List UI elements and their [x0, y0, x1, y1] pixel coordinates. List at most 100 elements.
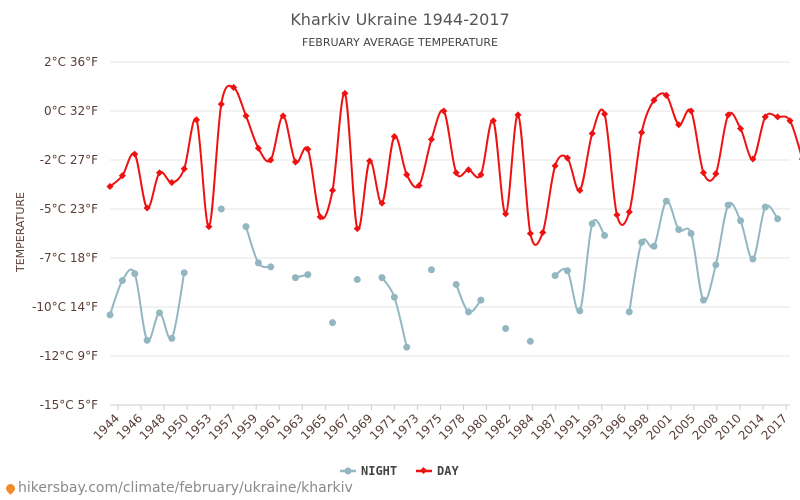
source-url[interactable]: hikersbay.com/climate/february/ukraine/k…	[18, 480, 353, 496]
night-point[interactable]	[155, 309, 163, 317]
day-point[interactable]	[576, 186, 584, 194]
day-point[interactable]	[304, 145, 312, 153]
night-point[interactable]	[601, 231, 609, 239]
day-point[interactable]	[650, 96, 658, 104]
day-point[interactable]	[588, 130, 596, 138]
night-point[interactable]	[254, 259, 262, 267]
day-point[interactable]	[427, 135, 435, 143]
night-point[interactable]	[761, 203, 769, 211]
day-point[interactable]	[465, 166, 473, 174]
night-point[interactable]	[465, 308, 473, 316]
day-point[interactable]	[749, 155, 757, 163]
day-point[interactable]	[601, 110, 609, 118]
night-point[interactable]	[180, 269, 188, 277]
night-point[interactable]	[143, 336, 151, 344]
day-point[interactable]	[267, 156, 275, 164]
night-point[interactable]	[576, 307, 584, 315]
day-point[interactable]	[390, 132, 398, 141]
night-point[interactable]	[551, 272, 559, 280]
day-point[interactable]	[193, 116, 201, 124]
night-point[interactable]	[452, 280, 460, 288]
night-point[interactable]	[502, 325, 510, 333]
day-point[interactable]	[502, 210, 510, 218]
day-point[interactable]	[440, 107, 448, 115]
night-point[interactable]	[625, 308, 633, 316]
day-point[interactable]	[761, 113, 769, 121]
day-point[interactable]	[230, 83, 238, 92]
night-point[interactable]	[737, 217, 745, 225]
night-point[interactable]	[650, 242, 658, 250]
day-point[interactable]	[514, 111, 522, 119]
night-point[interactable]	[168, 334, 176, 342]
day-point[interactable]	[551, 162, 559, 170]
day-point[interactable]	[131, 150, 139, 158]
night-point[interactable]	[712, 261, 720, 269]
day-point[interactable]	[675, 121, 683, 129]
night-point[interactable]	[403, 343, 411, 351]
day-point[interactable]	[106, 182, 114, 190]
night-point[interactable]	[291, 274, 299, 282]
day-point[interactable]	[205, 223, 213, 231]
day-point[interactable]	[180, 165, 188, 173]
day-point[interactable]	[625, 208, 633, 216]
day-point[interactable]	[415, 181, 423, 190]
night-point[interactable]	[106, 311, 114, 319]
day-point[interactable]	[279, 112, 287, 120]
day-point[interactable]	[143, 204, 151, 212]
legend[interactable]: NIGHT DAY	[340, 464, 459, 478]
day-point[interactable]	[378, 199, 386, 207]
day-point[interactable]	[563, 154, 571, 162]
day-point[interactable]	[786, 117, 794, 125]
day-point[interactable]	[291, 158, 299, 166]
night-point[interactable]	[267, 263, 275, 271]
day-point[interactable]	[539, 228, 547, 237]
night-point[interactable]	[217, 205, 225, 213]
night-point[interactable]	[774, 215, 782, 223]
night-point[interactable]	[675, 226, 683, 234]
day-point[interactable]	[168, 179, 176, 187]
day-point[interactable]	[452, 169, 460, 177]
night-point[interactable]	[131, 270, 139, 278]
day-point[interactable]	[118, 172, 126, 180]
day-point[interactable]	[662, 91, 670, 99]
night-point[interactable]	[477, 296, 485, 304]
day-point[interactable]	[403, 171, 411, 179]
night-point[interactable]	[242, 223, 250, 231]
night-point[interactable]	[588, 220, 596, 228]
day-point[interactable]	[526, 229, 534, 238]
day-point[interactable]	[316, 213, 324, 221]
night-point[interactable]	[526, 337, 534, 345]
night-point[interactable]	[353, 276, 361, 284]
day-point[interactable]	[155, 169, 163, 177]
night-point[interactable]	[118, 277, 126, 285]
day-point[interactable]	[687, 107, 695, 115]
night-point[interactable]	[699, 296, 707, 304]
day-point[interactable]	[699, 169, 707, 177]
day-point[interactable]	[217, 100, 225, 108]
day-point[interactable]	[638, 129, 646, 137]
day-point[interactable]	[774, 113, 782, 121]
day-point[interactable]	[712, 170, 720, 178]
legend-item-night[interactable]: NIGHT	[340, 464, 397, 478]
day-point[interactable]	[341, 89, 349, 97]
day-point[interactable]	[737, 125, 745, 133]
night-point[interactable]	[724, 201, 732, 209]
day-point[interactable]	[329, 186, 337, 194]
day-point[interactable]	[613, 211, 621, 219]
night-point[interactable]	[749, 255, 757, 263]
night-point[interactable]	[687, 230, 695, 237]
night-point[interactable]	[390, 293, 398, 301]
legend-item-day[interactable]: DAY	[416, 464, 459, 478]
night-point[interactable]	[563, 267, 571, 275]
day-point[interactable]	[477, 171, 485, 179]
day-point[interactable]	[366, 157, 374, 165]
day-point[interactable]	[353, 225, 361, 233]
night-point[interactable]	[427, 266, 435, 274]
night-point[interactable]	[638, 238, 646, 246]
night-point[interactable]	[304, 271, 312, 279]
day-point[interactable]	[242, 112, 250, 120]
day-point[interactable]	[489, 117, 497, 125]
day-point[interactable]	[724, 111, 732, 119]
night-point[interactable]	[662, 197, 670, 205]
night-point[interactable]	[378, 274, 386, 282]
